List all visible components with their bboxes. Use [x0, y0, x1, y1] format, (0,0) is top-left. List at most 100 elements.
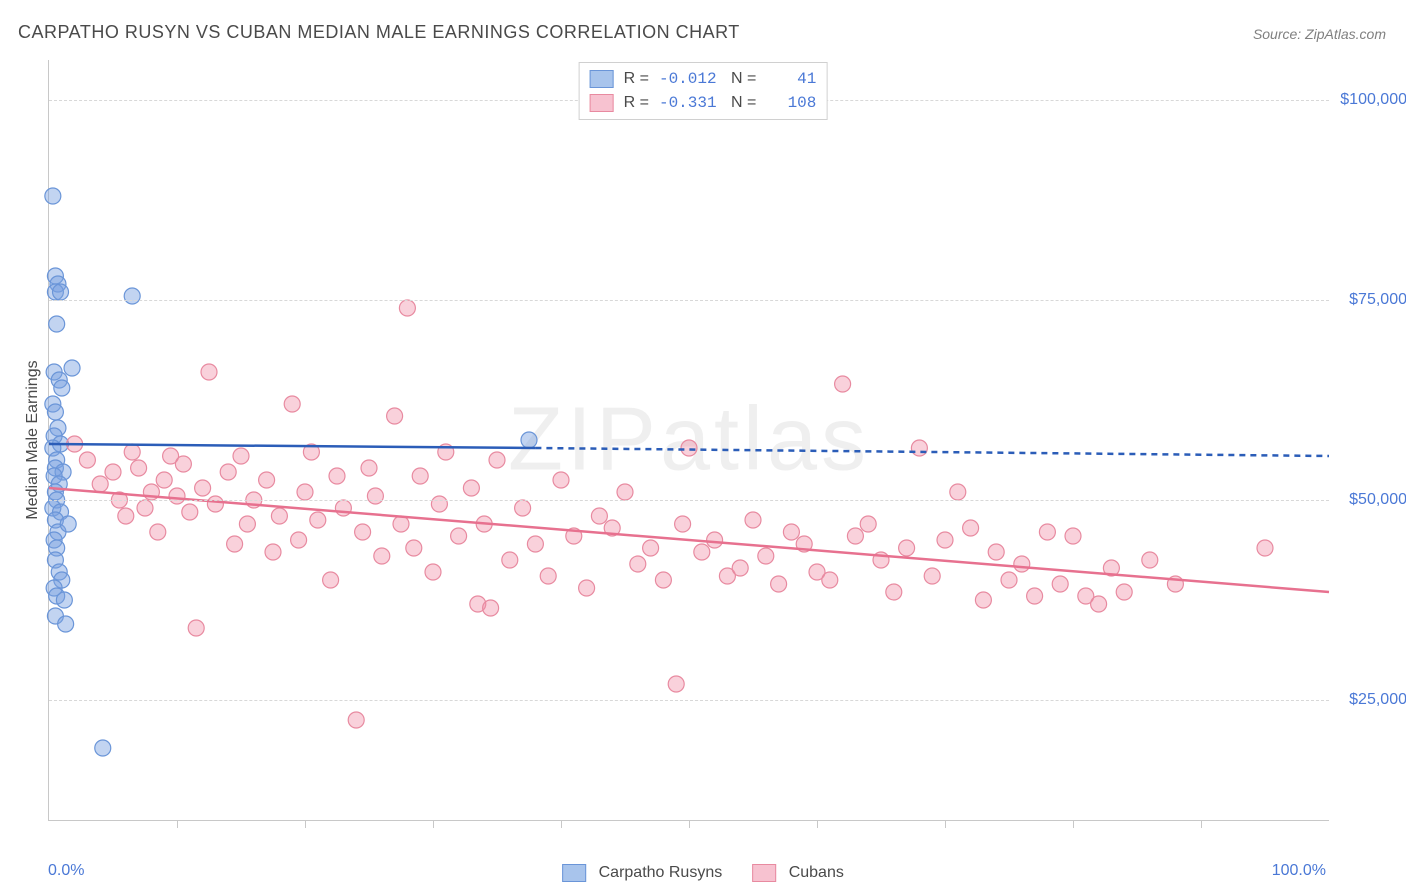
r-value-0: -0.012 — [659, 67, 717, 91]
data-point — [291, 532, 307, 548]
data-point — [745, 512, 761, 528]
data-point — [412, 468, 428, 484]
data-point — [579, 580, 595, 596]
data-point — [886, 584, 902, 600]
data-point — [924, 568, 940, 584]
data-point — [1001, 572, 1017, 588]
data-point — [195, 480, 211, 496]
data-point — [53, 284, 69, 300]
data-point — [1027, 588, 1043, 604]
data-point — [950, 484, 966, 500]
data-point — [233, 448, 249, 464]
legend-item-1: Cubans — [752, 864, 844, 882]
x-tick — [1073, 820, 1074, 828]
chart-title: CARPATHO RUSYN VS CUBAN MEDIAN MALE EARN… — [18, 22, 740, 43]
legend-label-0: Carpatho Rusyns — [599, 864, 723, 881]
y-tick-label: $100,000 — [1340, 91, 1406, 109]
data-point — [54, 380, 70, 396]
data-point — [284, 396, 300, 412]
data-point — [361, 460, 377, 476]
data-point — [655, 572, 671, 588]
data-point — [1257, 540, 1273, 556]
legend-item-0: Carpatho Rusyns — [562, 864, 722, 882]
y-tick-label: $75,000 — [1349, 291, 1406, 309]
x-axis-label-right: 100.0% — [1272, 862, 1326, 880]
data-point — [169, 488, 185, 504]
data-point — [1065, 528, 1081, 544]
data-point — [297, 484, 313, 500]
legend-swatch-1 — [590, 94, 614, 112]
data-point — [124, 444, 140, 460]
data-point — [988, 544, 1004, 560]
correlation-legend: R = -0.012 N = 41 R = -0.331 N = 108 — [579, 62, 828, 120]
data-point — [49, 316, 65, 332]
n-value-0: 41 — [766, 67, 816, 91]
y-axis-title: Median Male Earnings — [24, 360, 42, 519]
data-point — [47, 404, 63, 420]
data-point — [387, 408, 403, 424]
trendline — [49, 444, 535, 448]
data-point — [431, 496, 447, 512]
source-attribution: Source: ZipAtlas.com — [1253, 26, 1386, 42]
data-point — [1116, 584, 1132, 600]
data-point — [399, 300, 415, 316]
y-tick-label: $50,000 — [1349, 491, 1406, 509]
data-point — [1052, 576, 1068, 592]
gridline — [49, 300, 1329, 301]
data-point — [758, 548, 774, 564]
data-point — [630, 556, 646, 572]
data-point — [911, 440, 927, 456]
data-point — [975, 592, 991, 608]
data-point — [1039, 524, 1055, 540]
data-point — [355, 524, 371, 540]
data-point — [131, 460, 147, 476]
r-label: R = — [624, 91, 649, 115]
x-tick — [817, 820, 818, 828]
data-point — [675, 516, 691, 532]
data-point — [56, 592, 72, 608]
data-point — [310, 512, 326, 528]
data-point — [150, 524, 166, 540]
data-point — [79, 452, 95, 468]
data-point — [1014, 556, 1030, 572]
data-point — [451, 528, 467, 544]
y-tick-label: $25,000 — [1349, 691, 1406, 709]
data-point — [323, 572, 339, 588]
data-point — [553, 472, 569, 488]
data-point — [367, 488, 383, 504]
data-point — [937, 532, 953, 548]
data-point — [783, 524, 799, 540]
data-point — [188, 620, 204, 636]
r-label: R = — [624, 67, 649, 91]
data-point — [45, 188, 61, 204]
data-point — [60, 516, 76, 532]
n-value-1: 108 — [766, 91, 816, 115]
data-point — [963, 520, 979, 536]
data-point — [835, 376, 851, 392]
data-point — [463, 480, 479, 496]
data-point — [515, 500, 531, 516]
data-point — [348, 712, 364, 728]
data-point — [64, 360, 80, 376]
data-point — [207, 496, 223, 512]
data-point — [329, 468, 345, 484]
legend-row-series-0: R = -0.012 N = 41 — [590, 67, 817, 91]
data-point — [105, 464, 121, 480]
plot-area: ZIPatlas $25,000$50,000$75,000$100,000 — [48, 60, 1329, 821]
data-point — [732, 560, 748, 576]
scatter-svg — [49, 60, 1329, 820]
data-point — [822, 572, 838, 588]
data-point — [681, 440, 697, 456]
x-axis-label-left: 0.0% — [48, 862, 84, 880]
data-point — [847, 528, 863, 544]
x-tick — [305, 820, 306, 828]
r-value-1: -0.331 — [659, 91, 717, 115]
data-point — [860, 516, 876, 532]
data-point — [771, 576, 787, 592]
data-point — [694, 544, 710, 560]
x-tick — [177, 820, 178, 828]
data-point — [489, 452, 505, 468]
data-point — [540, 568, 556, 584]
data-point — [259, 472, 275, 488]
data-point — [1091, 596, 1107, 612]
